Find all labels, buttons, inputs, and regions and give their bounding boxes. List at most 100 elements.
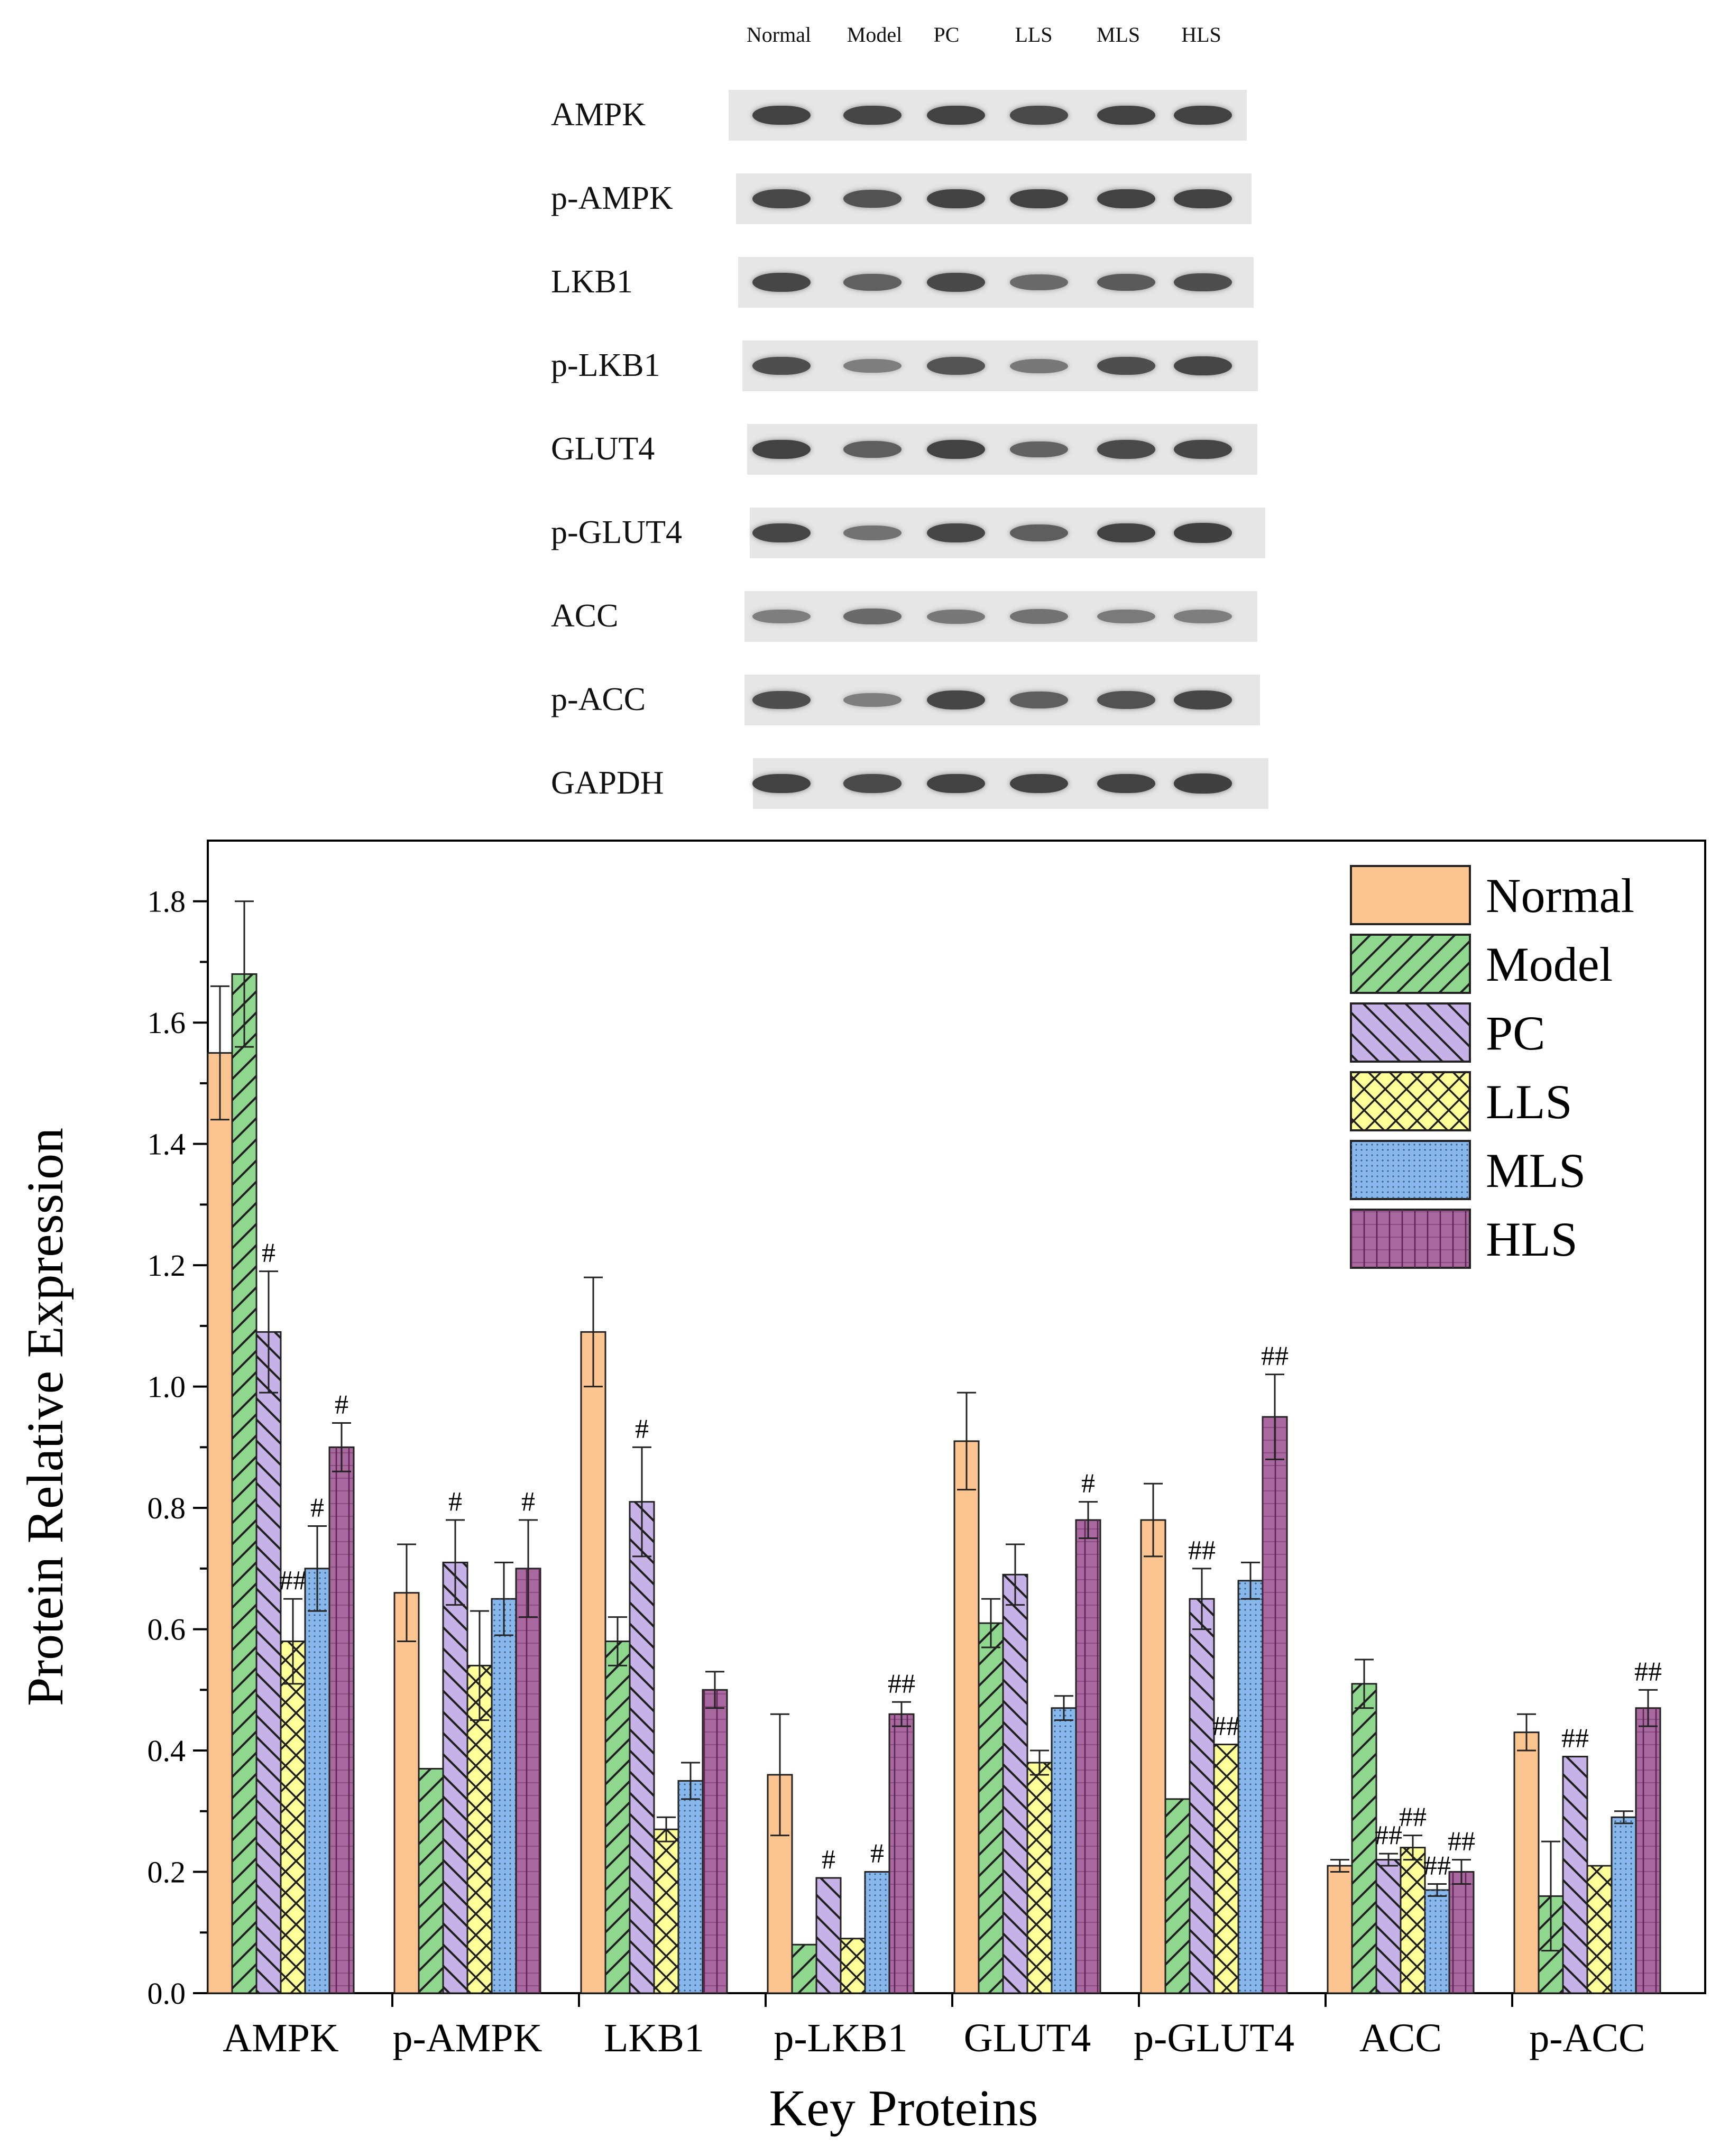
- bar-pattern: [889, 1714, 914, 1993]
- blot-band: [752, 773, 811, 794]
- blot-strip: [736, 173, 1252, 224]
- blot-band: [843, 693, 902, 707]
- blot-strip: [744, 591, 1257, 642]
- x-axis-title: Key Proteins: [769, 2080, 1038, 2137]
- blot-band: [1010, 773, 1068, 794]
- bar: [207, 1052, 233, 1994]
- x-tick-label: ACC: [1359, 2016, 1442, 2060]
- bar-pattern: [419, 1768, 443, 1993]
- significance-mark: #: [335, 1389, 348, 1420]
- significance-mark: #: [870, 1839, 884, 1869]
- blot-band: [752, 690, 811, 710]
- blot-band: [1097, 773, 1155, 794]
- x-tick-label: GLUT4: [964, 2016, 1091, 2060]
- bar-pattern: [703, 1690, 727, 1993]
- legend-label: MLS: [1486, 1144, 1586, 1197]
- y-tick-label: 0.2: [148, 1855, 186, 1890]
- significance-mark: ##: [1561, 1724, 1589, 1754]
- blot-lane-label: LLS: [1015, 23, 1053, 47]
- bar-pattern: [516, 1568, 540, 1993]
- bar-pattern: [1190, 1599, 1214, 1993]
- bar-pattern: [232, 974, 256, 1993]
- bar: [393, 1592, 420, 1994]
- blot-band: [1174, 773, 1232, 794]
- blot-lane-label: MLS: [1096, 23, 1140, 47]
- significance-mark: ##: [888, 1669, 915, 1699]
- blot-band: [1097, 273, 1155, 291]
- significance-mark: #: [1081, 1469, 1095, 1499]
- bar-pattern: [1352, 1683, 1376, 1993]
- blot-row-label: p-ACC: [551, 681, 646, 717]
- x-tick-label: p-AMPK: [393, 2016, 542, 2060]
- blot-row-label: p-GLUT4: [551, 514, 682, 550]
- significance-mark: ##: [1188, 1535, 1216, 1565]
- bar-pattern: [1425, 1890, 1449, 1993]
- bar-pattern: [1165, 1799, 1190, 1993]
- blot-band: [927, 609, 985, 624]
- blot-row-label: LKB1: [551, 264, 633, 300]
- x-tick-label: p-GLUT4: [1134, 2016, 1294, 2060]
- bar-pattern: [792, 1945, 816, 1993]
- blot-band: [927, 523, 985, 543]
- significance-mark: #: [521, 1487, 535, 1517]
- legend-swatch-pattern: [1351, 1003, 1470, 1062]
- blot-band: [1097, 356, 1155, 375]
- bar-pattern: [630, 1501, 654, 1993]
- blot-band: [1097, 440, 1155, 459]
- y-tick-label: 1.0: [148, 1370, 186, 1404]
- blot-band: [752, 523, 811, 543]
- bar-pattern: [1052, 1708, 1076, 1993]
- legend-label: LLS: [1486, 1075, 1572, 1129]
- legend-label: Normal: [1486, 869, 1634, 923]
- bar-pattern: [605, 1641, 630, 1993]
- bar-pattern: [841, 1938, 865, 1993]
- blot-band: [1174, 105, 1232, 125]
- significance-mark: ##: [1423, 1850, 1451, 1881]
- bar-pattern: [1449, 1872, 1474, 1993]
- x-tick-label: AMPK: [223, 2016, 339, 2060]
- blot-band: [843, 609, 902, 624]
- bar: [1140, 1519, 1166, 1994]
- blot-row-label: p-AMPK: [551, 180, 673, 216]
- y-tick-label: 0.4: [148, 1734, 186, 1768]
- bar: [1327, 1865, 1353, 1994]
- bar-pattern: [1376, 1859, 1401, 1993]
- plot-area: 0.0 0.2 0.4 0.6 0.8 1.0 1.2 1.4 1.6 1.8 Protein Re…: [17, 840, 1706, 2137]
- y-tick-label: 0.8: [148, 1491, 186, 1525]
- blot-strip: [738, 257, 1254, 308]
- blot-band: [1097, 609, 1155, 624]
- blot-band: [843, 105, 902, 125]
- blot-band: [1174, 690, 1232, 710]
- blot-band: [752, 105, 811, 125]
- significance-mark: ##: [1634, 1656, 1662, 1687]
- blot-band: [752, 272, 811, 292]
- blot-lane-label: PC: [933, 23, 960, 47]
- bar-pattern: [678, 1781, 703, 1993]
- blot-band: [1010, 692, 1068, 708]
- blot-band: [1174, 610, 1232, 623]
- bar: [767, 1774, 793, 1994]
- bar-pattern: [1612, 1817, 1636, 1993]
- blot-band: [927, 357, 985, 375]
- significance-mark: #: [310, 1493, 324, 1523]
- blot-row-label: ACC: [551, 598, 619, 634]
- blot-band: [843, 274, 902, 291]
- bar-pattern: [1238, 1580, 1263, 1993]
- y-axis-title: Protein Relative Expression: [17, 1128, 74, 1706]
- blot-band: [927, 690, 985, 710]
- blot-band: [1174, 189, 1232, 209]
- blot-band: [1097, 105, 1155, 125]
- blot-strip: [747, 424, 1257, 475]
- bar-pattern: [492, 1599, 516, 1993]
- bar-pattern: [979, 1623, 1003, 1993]
- significance-mark: ##: [1261, 1341, 1289, 1371]
- bar-pattern: [1214, 1744, 1238, 1993]
- blot-band: [843, 525, 902, 541]
- bar: [953, 1440, 980, 1994]
- blot-band: [927, 773, 985, 794]
- bar-pattern: [1263, 1417, 1287, 1993]
- significance-mark: ##: [1448, 1827, 1475, 1857]
- bar-pattern: [1587, 1866, 1612, 1993]
- blot-band: [1010, 274, 1068, 290]
